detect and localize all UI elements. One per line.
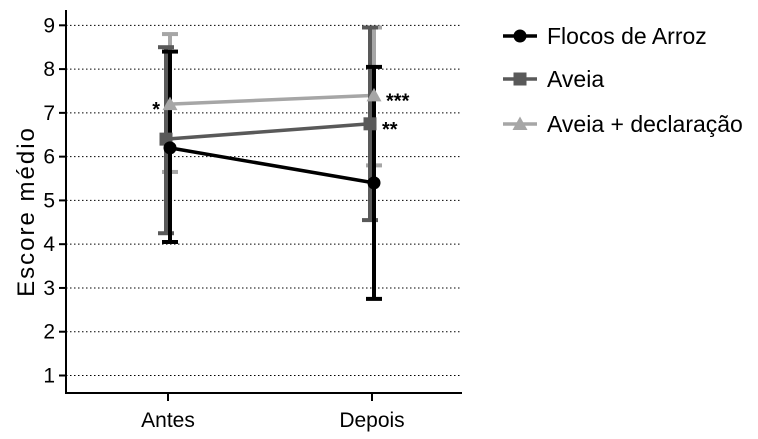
data-point [363, 117, 377, 131]
y-tick-label: 3 [43, 277, 55, 300]
significance-label: * [152, 99, 160, 121]
data-point [367, 176, 381, 190]
data-point [163, 141, 177, 155]
series-line [169, 93, 375, 106]
legend-label: Aveia + declaração [547, 111, 743, 137]
legend-marker [513, 72, 527, 86]
y-tick-label: 5 [43, 189, 55, 212]
legend-label: Aveia [547, 66, 604, 92]
y-tick-label: 2 [43, 321, 55, 344]
y-tick-label: 1 [43, 364, 55, 387]
significance-label: ** [382, 119, 398, 141]
series-line [169, 146, 375, 185]
x-tick-label: Antes [141, 409, 195, 432]
y-tick-label: 7 [43, 102, 55, 125]
data-point [366, 87, 382, 102]
legend-marker [512, 116, 528, 130]
x-tick-label: Depois [339, 409, 404, 432]
data-point [162, 96, 178, 111]
legend-marker [513, 29, 527, 43]
y-tick-label: 4 [43, 233, 55, 256]
series-line [165, 122, 371, 141]
y-axis-title: Escore médio [13, 126, 40, 297]
legend-label: Flocos de Arroz [547, 23, 707, 49]
significance-label: *** [386, 90, 410, 112]
y-tick-label: 9 [43, 14, 55, 37]
y-tick-label: 6 [43, 146, 55, 169]
y-tick-label: 8 [43, 58, 55, 81]
